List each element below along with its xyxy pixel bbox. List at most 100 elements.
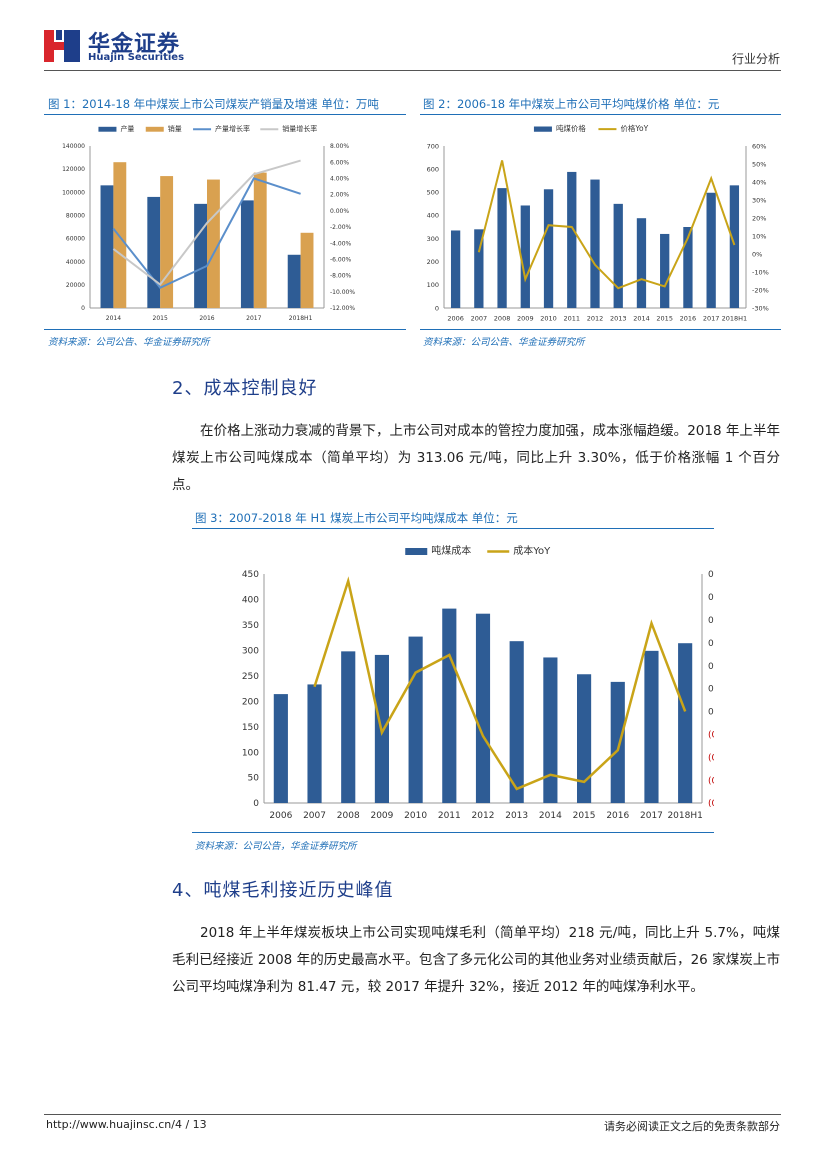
fig3-right-tick: 0 xyxy=(708,616,714,626)
fig3-right-tick: 0 xyxy=(708,662,714,672)
fig3-left-tick: 300 xyxy=(242,646,259,656)
fig3-x-tick: 2013 xyxy=(505,811,528,821)
fig1-legend-label: 销量 xyxy=(168,124,182,133)
fig1-x-tick: 2014 xyxy=(106,315,121,322)
fig3-left-tick: 350 xyxy=(242,621,259,631)
fig2-legend-swatch xyxy=(533,126,552,132)
fig1-bar xyxy=(287,254,301,308)
section2-paragraph: 在价格上涨动力衰减的背景下，上市公司对成本的管控力度加强，成本涨幅趋缓。2018… xyxy=(172,418,780,499)
fig1-bar xyxy=(253,172,267,308)
fig1-left-tick: 80000 xyxy=(66,213,85,220)
fig3-bar xyxy=(341,651,356,803)
section2-paragraph-text: 在价格上涨动力衰减的背景下，上市公司对成本的管控力度加强，成本涨幅趋缓。2018… xyxy=(172,423,780,493)
header-divider xyxy=(44,70,781,71)
fig2-bar xyxy=(450,230,461,308)
fig1-bar xyxy=(194,203,207,308)
fig3-bar xyxy=(475,613,491,803)
fig3-bar xyxy=(577,674,592,803)
fig2-bar xyxy=(497,188,507,308)
figure3-caption: 图 3：2007-2018 年 H1 煤炭上市公司平均吨煤成本 单位：元 xyxy=(195,511,518,525)
fig2-left-tick: 600 xyxy=(427,165,439,173)
fig2-right-tick: 0% xyxy=(752,250,762,258)
fig3-x-tick: 2018H1 xyxy=(667,811,702,821)
fig3-bar xyxy=(273,694,288,803)
fig1-left-tick: 120000 xyxy=(62,166,85,173)
fig3-x-tick: 2009 xyxy=(370,811,393,821)
fig3-right-tick: 0 xyxy=(708,593,714,603)
figure1-source-rule xyxy=(44,329,406,330)
fig2-right-tick: 60% xyxy=(752,142,766,150)
section4-paragraph-text: 2018 年上半年煤炭板块上市公司实现吨煤毛利（简单平均）218 元/吨，同比上… xyxy=(172,925,780,995)
fig2-bar xyxy=(660,233,670,308)
fig3-x-tick: 2007 xyxy=(303,811,326,821)
fig1-bar xyxy=(113,162,127,308)
fig1-bar xyxy=(300,232,314,308)
fig1-bar xyxy=(100,185,114,308)
section4-heading: 4、吨煤毛利接近历史峰值 xyxy=(172,880,394,901)
report-type-label: 行业分析 xyxy=(731,52,780,66)
fig2-left-tick: 500 xyxy=(427,189,439,197)
fig2-right-tick: -10% xyxy=(752,268,769,276)
fig3-x-tick: 2017 xyxy=(640,811,663,821)
fig1-x-tick: 2017 xyxy=(246,315,261,322)
fig1-legend-swatch xyxy=(98,126,117,132)
fig1-bar xyxy=(160,176,174,308)
logo-chinese-name: 华金证券 xyxy=(88,32,181,57)
fig3-bar xyxy=(509,641,524,803)
fig2-x-tick: 2007 xyxy=(471,315,488,323)
fig2-left-tick: 700 xyxy=(427,142,439,150)
fig3-x-tick: 2010 xyxy=(404,811,427,821)
fig3-right-tick: 0 xyxy=(708,570,714,580)
fig1-right-tick: -12.00% xyxy=(330,305,355,312)
fig2-bar xyxy=(613,203,623,308)
figure3-source: 资料来源：公司公告，华金证券研究所 xyxy=(195,841,357,852)
fig2-x-tick: 2010 xyxy=(540,315,557,323)
fig1-right-tick: 4.00% xyxy=(330,176,349,183)
page-header: 华金证券 Huajin Securities 行业分析 xyxy=(0,0,827,72)
figure1-source: 资料来源：公司公告、华金证券研究所 xyxy=(48,337,210,348)
figure2-caption-rule xyxy=(420,114,781,115)
fig3-series-line xyxy=(313,576,687,791)
fig3-x-tick: 2014 xyxy=(539,811,562,821)
fig3-left-tick: 150 xyxy=(242,723,259,733)
footer-disclaimer: 请务必阅读正文之后的免责条款部分 xyxy=(604,1120,780,1133)
fig3-right-tick: (0) xyxy=(708,776,714,786)
fig3-left-tick: 0 xyxy=(253,799,259,809)
fig1-x-tick: 2015 xyxy=(153,315,168,322)
figure3-caption-rule xyxy=(192,528,714,529)
fig2-right-tick: 20% xyxy=(752,214,766,222)
fig2-bar xyxy=(567,171,577,308)
figure2-source: 资料来源：公司公告、华金证券研究所 xyxy=(423,337,585,348)
fig2-x-tick: 2008 xyxy=(494,315,511,323)
fig2-right-tick: 50% xyxy=(752,160,766,168)
fig3-legend-swatch xyxy=(405,548,428,555)
figure1-caption: 图 1：2014-18 年中煤炭上市公司煤炭产销量及增速 单位：万吨 xyxy=(48,97,379,111)
fig2-x-tick: 2016 xyxy=(680,315,697,323)
fig2-x-tick: 2006 xyxy=(447,315,464,323)
fig1-bar xyxy=(147,196,161,308)
fig3-bar xyxy=(442,608,457,803)
fig1-legend-swatch xyxy=(145,126,164,132)
fig1-series-line xyxy=(112,177,301,290)
fig2-bar xyxy=(474,229,484,308)
fig2-x-tick: 2017 xyxy=(703,315,720,323)
fig1-right-tick: -10.00% xyxy=(330,289,355,296)
fig1-right-tick: 6.00% xyxy=(330,159,349,166)
footer-url-link[interactable]: http://www.huajinsc.cn/4 / 13 xyxy=(46,1118,207,1131)
fig2-bar xyxy=(520,205,530,308)
fig2-series-line xyxy=(477,160,736,290)
section2-heading: 2、成本控制良好 xyxy=(172,378,318,399)
fig2-bar xyxy=(706,192,716,308)
figure2-chart: 0 100 200 300 400 500 600 700 -30% -20% -10% 0% 10% 2… xyxy=(427,123,769,323)
figure3-chart: 0 50 100 150 200 250 300 350 400 450 (0) (0) (0) (0) 0… xyxy=(242,544,714,821)
fig1-legend-label: 产量 xyxy=(120,124,134,133)
fig1-left-tick: 140000 xyxy=(62,143,85,150)
fig2-bar xyxy=(636,218,647,308)
fig1-series-line xyxy=(112,159,301,286)
fig3-bar xyxy=(644,650,659,803)
fig2-bar xyxy=(543,189,554,308)
fig1-left-tick: 0 xyxy=(81,305,85,312)
fig2-left-tick: 0 xyxy=(435,304,439,312)
fig2-right-tick: 30% xyxy=(752,196,766,204)
fig1-legend-label: 销量增长率 xyxy=(282,124,317,133)
